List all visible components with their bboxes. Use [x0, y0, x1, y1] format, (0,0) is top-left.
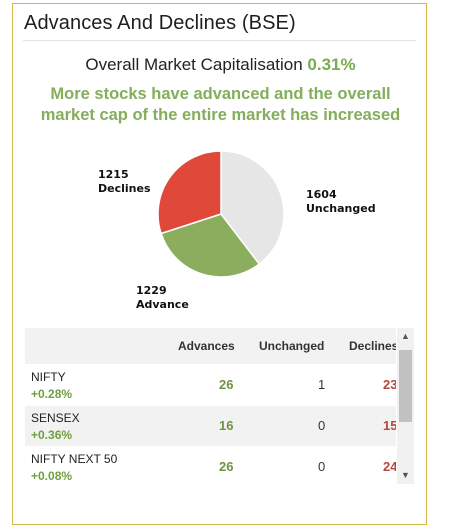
advances-value: 16 — [219, 418, 234, 433]
scroll-thumb[interactable] — [399, 350, 412, 422]
declines-value: 23 — [383, 377, 396, 392]
table-row[interactable]: SENSEX +0.36% 16 0 15 — [25, 406, 396, 446]
index-change: +0.36% — [31, 428, 73, 442]
index-name: NIFTY NEXT 50 — [31, 452, 118, 466]
header-unchanged: Unchanged — [259, 339, 325, 353]
card-title: Advances And Declines (BSE) — [24, 12, 296, 34]
table-scrollbar[interactable]: ▲ ▼ — [397, 328, 414, 484]
pie-label-advance: 1229 Advance — [136, 284, 189, 312]
unchanged-value: 1 — [318, 377, 326, 392]
header-advances: Advances — [178, 339, 235, 353]
scroll-up-arrow-icon[interactable]: ▲ — [401, 331, 410, 341]
advances-declines-card: Advances And Declines (BSE) Overall Mark… — [12, 3, 427, 525]
unchanged-value: 0 — [318, 459, 326, 474]
market-cap-percent: 0.31% — [307, 55, 356, 74]
advances-declines-pie-chart — [157, 150, 285, 278]
advance-name: Advance — [136, 298, 189, 311]
table-row[interactable]: NIFTY NEXT 50 +0.08% 26 0 24 — [25, 447, 396, 484]
pie-slice-advance — [160, 213, 261, 278]
index-change: +0.08% — [31, 469, 73, 483]
unchanged-name: Unchanged — [306, 202, 376, 215]
declines-value: 15 — [383, 418, 396, 433]
index-name: NIFTY — [31, 370, 66, 384]
advance-count: 1229 — [136, 284, 167, 297]
advances-value: 26 — [219, 459, 234, 474]
title-divider — [23, 40, 416, 41]
index-name: SENSEX — [31, 411, 80, 425]
index-change: +0.28% — [31, 387, 73, 401]
pie-label-unchanged: 1604 Unchanged — [306, 188, 376, 216]
table-header: Advances Unchanged Declines — [25, 328, 396, 364]
table-row[interactable]: NIFTY +0.28% 26 1 23 — [25, 365, 396, 405]
market-cap-label: Overall Market Capitalisation — [85, 55, 303, 74]
unchanged-value: 0 — [318, 418, 326, 433]
declines-value: 24 — [383, 459, 396, 474]
advances-value: 26 — [219, 377, 234, 392]
pie-slice-unchanged — [220, 150, 285, 266]
scroll-down-arrow-icon[interactable]: ▼ — [401, 470, 410, 480]
unchanged-count: 1604 — [306, 188, 337, 201]
declines-count: 1215 — [98, 168, 129, 181]
pie-label-declines: 1215 Declines — [98, 168, 151, 196]
declines-name: Declines — [98, 182, 151, 195]
index-breadth-table[interactable]: Advances Unchanged Declines NIFTY +0.28%… — [25, 328, 396, 484]
header-declines: Declines — [349, 339, 396, 353]
pie-slice-declines — [157, 150, 222, 235]
market-summary-text: More stocks have advanced and the overal… — [40, 85, 401, 124]
market-cap-line: Overall Market Capitalisation 0.31% — [13, 55, 428, 75]
